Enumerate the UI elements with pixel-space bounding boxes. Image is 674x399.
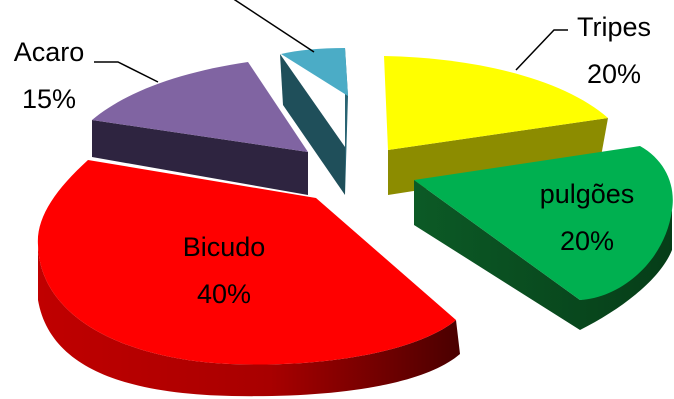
slice-bicudo	[37, 160, 456, 365]
slice-acaro	[92, 62, 308, 152]
leader-line-acaro	[94, 61, 159, 83]
slice-pulgoes	[414, 146, 673, 300]
slice-side-red	[38, 245, 460, 397]
label-pulgoes-percent: 20%	[560, 226, 614, 256]
label-bicudo-percent: 40%	[197, 279, 251, 309]
label-bicudo-name: Bicudo	[183, 232, 266, 262]
leader-line-unlabeled	[233, 0, 315, 53]
label-tripes-name: Tripes	[577, 12, 651, 42]
label-acaro-percent: 15%	[22, 84, 76, 114]
slice-side-purple	[92, 120, 308, 195]
slice-blue	[281, 48, 348, 96]
label-acaro-name: Acaro	[14, 37, 85, 67]
slice-tripes	[384, 56, 608, 150]
leader-line-tripes	[515, 29, 568, 71]
slice-side-blue	[280, 54, 345, 195]
label-tripes-percent: 20%	[587, 59, 641, 89]
label-pulgoes-name: pulgões	[540, 179, 635, 209]
